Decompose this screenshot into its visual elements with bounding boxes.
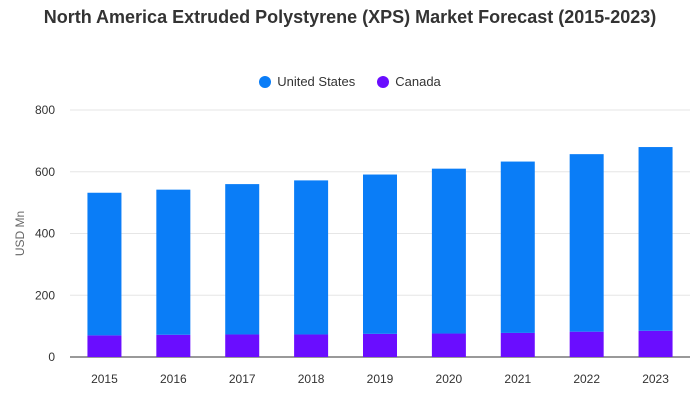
x-tick-label: 2019 bbox=[367, 372, 394, 386]
y-tick-label: 400 bbox=[35, 227, 55, 241]
x-tick-label: 2015 bbox=[91, 372, 118, 386]
bar-canada-2023[interactable] bbox=[638, 330, 673, 357]
bar-united-states-2015[interactable] bbox=[87, 192, 122, 336]
bar-canada-2021[interactable] bbox=[500, 332, 535, 357]
x-tick-label: 2018 bbox=[298, 372, 325, 386]
legend-item-canada[interactable]: Canada bbox=[377, 74, 441, 89]
bar-united-states-2022[interactable] bbox=[569, 154, 604, 332]
y-tick-label: 200 bbox=[35, 288, 55, 302]
y-axis-title: USD Mn bbox=[13, 211, 27, 256]
bar-united-states-2023[interactable] bbox=[638, 147, 673, 331]
legend-item-united-states[interactable]: United States bbox=[259, 74, 355, 89]
y-tick-label: 0 bbox=[48, 350, 55, 364]
x-tick-label: 2020 bbox=[436, 372, 463, 386]
bar-united-states-2020[interactable] bbox=[431, 168, 466, 334]
bar-canada-2015[interactable] bbox=[87, 335, 122, 357]
x-tick-label: 2021 bbox=[504, 372, 531, 386]
bar-canada-2016[interactable] bbox=[156, 334, 191, 357]
bar-canada-2022[interactable] bbox=[569, 331, 604, 357]
x-tick-label: 2023 bbox=[642, 372, 669, 386]
bar-canada-2018[interactable] bbox=[294, 334, 329, 357]
x-tick-label: 2022 bbox=[573, 372, 600, 386]
y-tick-label: 800 bbox=[35, 103, 55, 117]
y-tick-label: 600 bbox=[35, 165, 55, 179]
bar-canada-2017[interactable] bbox=[225, 334, 260, 357]
legend-swatch-canada bbox=[377, 75, 390, 88]
bar-united-states-2018[interactable] bbox=[294, 180, 329, 335]
bar-united-states-2016[interactable] bbox=[156, 189, 191, 335]
legend: United States Canada bbox=[0, 74, 700, 89]
x-tick-label: 2017 bbox=[229, 372, 256, 386]
axis-layer: 0 200 400 600 800 USD Mn 2015 2016 2017 2018 2019 2… bbox=[13, 103, 669, 386]
bar-united-states-2017[interactable] bbox=[225, 184, 260, 335]
bar-canada-2019[interactable] bbox=[363, 333, 397, 357]
bar-united-states-2021[interactable] bbox=[500, 161, 535, 333]
bar-united-states-2019[interactable] bbox=[363, 174, 397, 334]
x-tick-label: 2016 bbox=[160, 372, 187, 386]
legend-swatch-united-states bbox=[259, 75, 272, 88]
chart-title: North America Extruded Polystyrene (XPS)… bbox=[43, 7, 657, 27]
legend-label-canada: Canada bbox=[395, 74, 441, 89]
bars-layer bbox=[87, 147, 673, 357]
bar-canada-2020[interactable] bbox=[431, 333, 466, 357]
legend-label-united-states: United States bbox=[277, 74, 356, 89]
